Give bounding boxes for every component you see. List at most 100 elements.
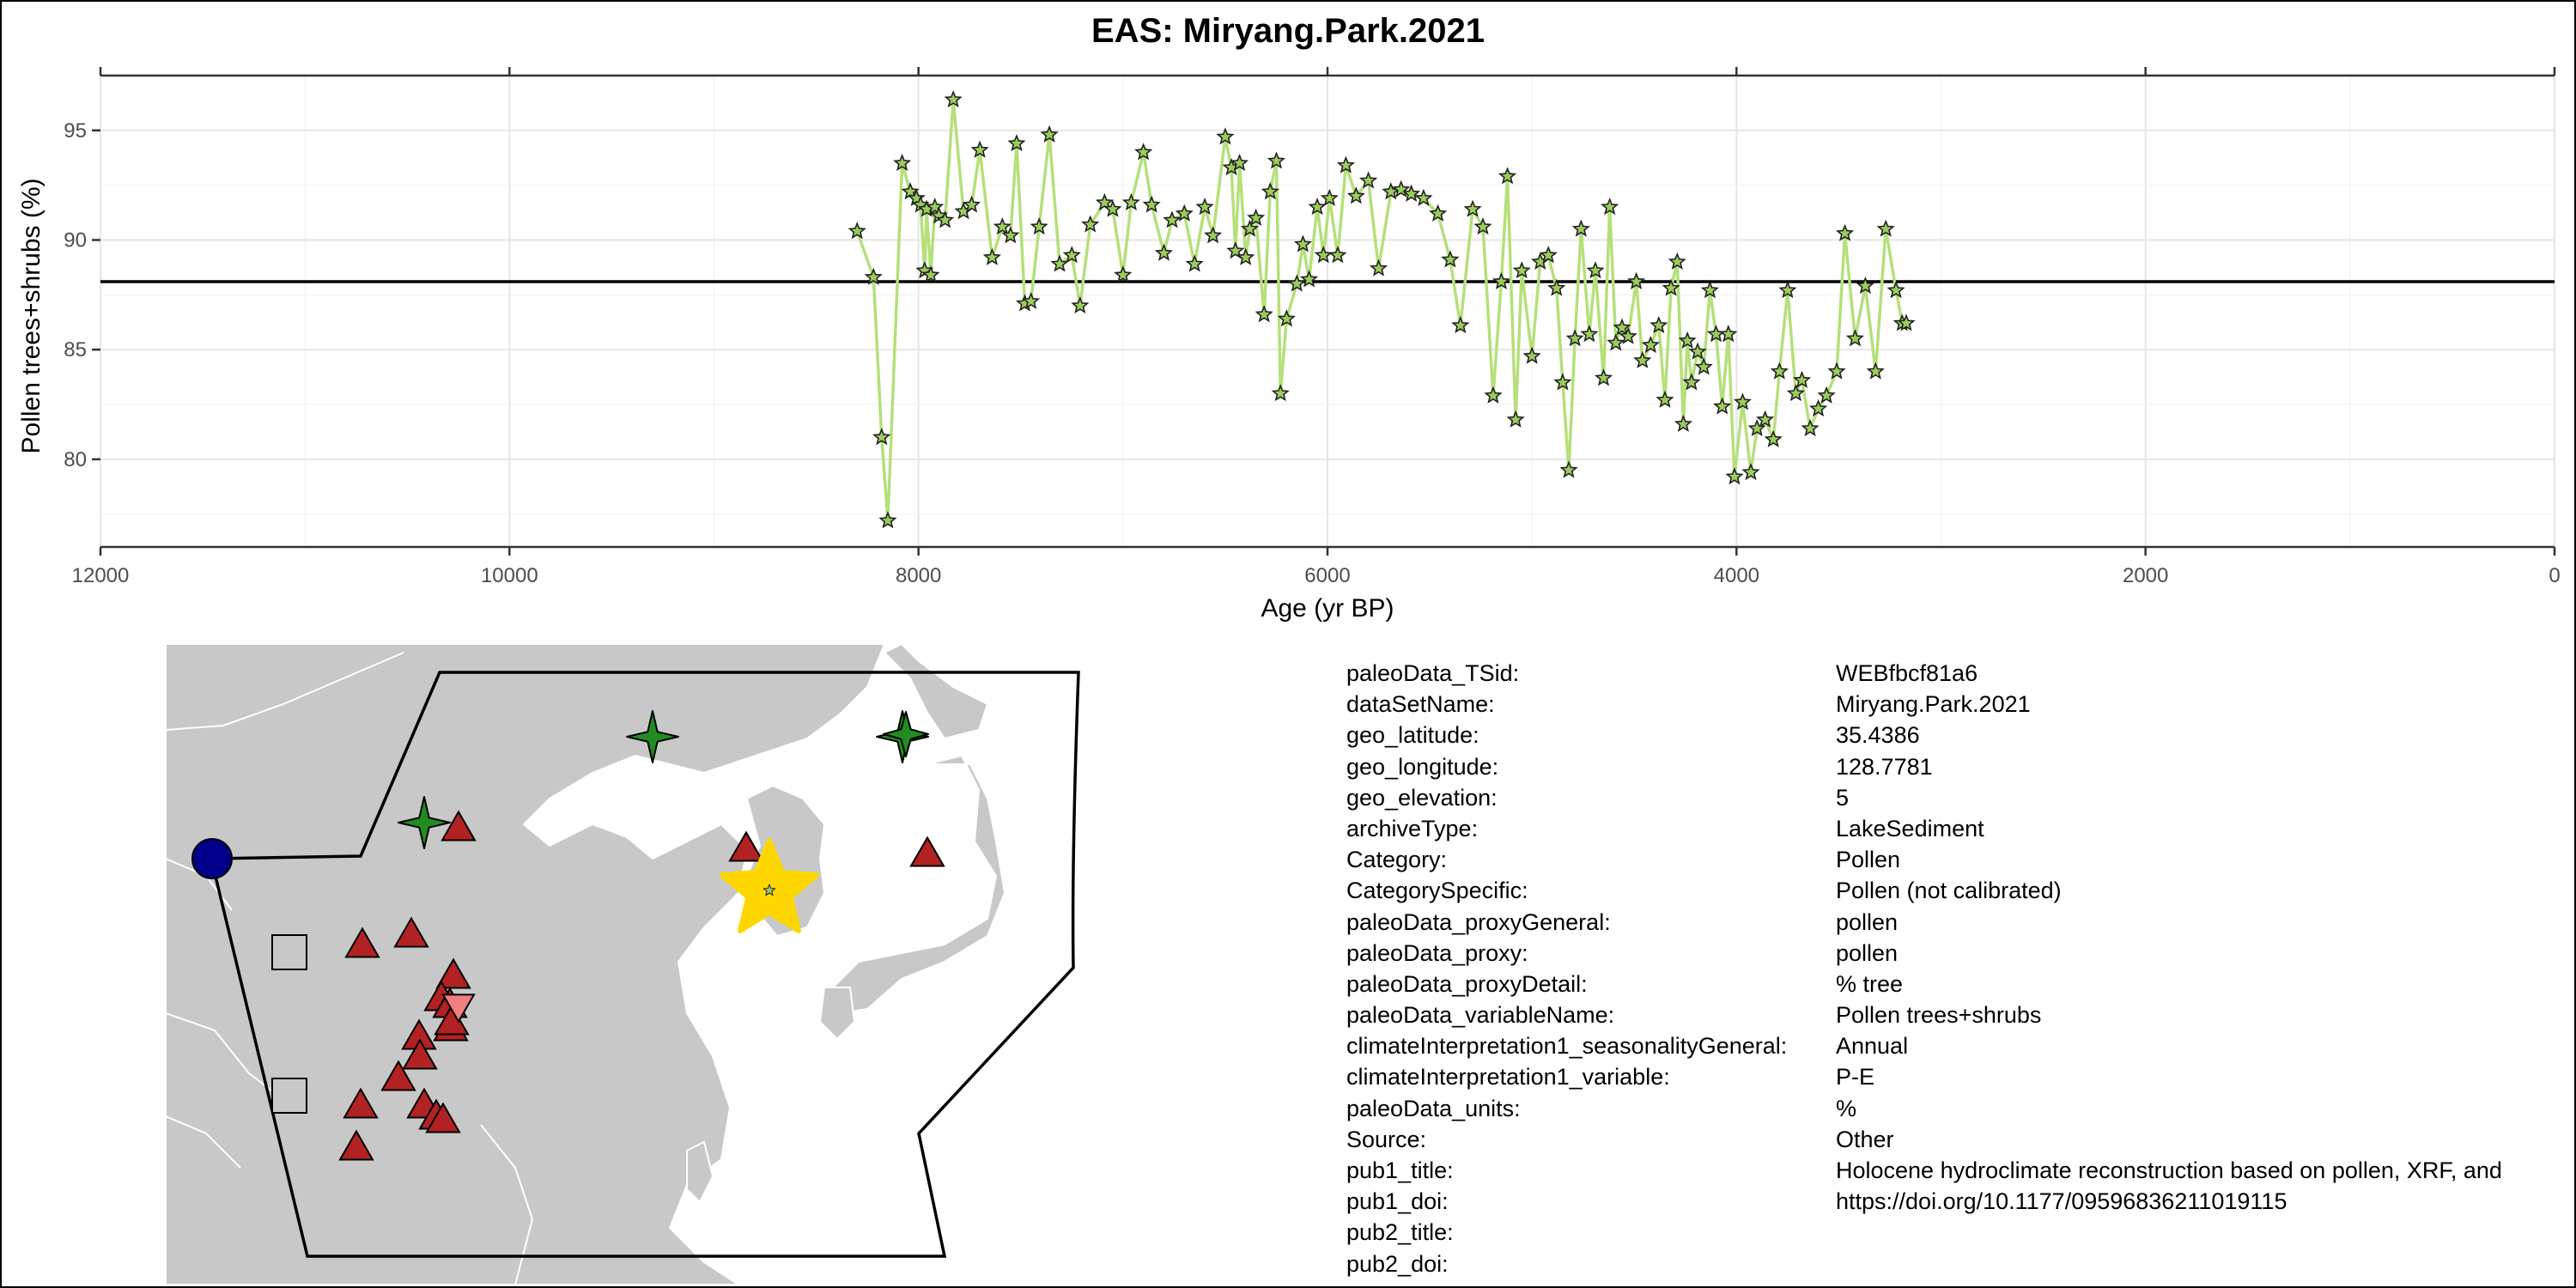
- metadata-key: paleoData_proxyDetail:: [1346, 970, 1588, 997]
- data-point: [1876, 219, 1895, 237]
- metadata-value: Annual: [1836, 1033, 1909, 1060]
- data-point: [1553, 373, 1572, 391]
- time-series-chart: 12000 10000 8000 6000 4000 2000 0 80 85 90 95 Age …: [17, 67, 2561, 623]
- site-marker-circle: [191, 838, 233, 879]
- data-point: [1662, 278, 1680, 296]
- data-point: [1595, 368, 1613, 386]
- metadata-value: Pollen (not calibrated): [1836, 878, 2062, 904]
- data-point: [1022, 291, 1041, 310]
- data-point: [1114, 265, 1133, 283]
- data-point: [1287, 274, 1306, 292]
- data-point: [993, 217, 1012, 235]
- x-axis-title: Age (yr BP): [1261, 594, 1394, 623]
- data-point: [1793, 370, 1812, 388]
- site-marker-triangle: [440, 810, 477, 841]
- data-point: [1845, 329, 1864, 347]
- data-point: [1607, 333, 1625, 351]
- site-marker-triangle: [425, 1102, 461, 1133]
- land-kyushu: [818, 987, 856, 1041]
- data-point: [921, 265, 940, 283]
- data-point: [1226, 241, 1245, 259]
- metadata-value: Other: [1836, 1126, 1894, 1152]
- data-point: [1856, 276, 1874, 295]
- data-point: [872, 428, 891, 446]
- data-point: [1336, 155, 1356, 173]
- site-marker-triangle: [393, 916, 429, 948]
- y-tick-label: 80: [64, 448, 87, 471]
- metadata-value: %: [1836, 1095, 1857, 1121]
- data-point: [1236, 247, 1255, 265]
- data-point: [1565, 329, 1584, 347]
- data-point: [1522, 346, 1541, 364]
- data-point: [1293, 234, 1313, 252]
- x-tick-label: 2000: [2123, 564, 2168, 587]
- site-marker-star4: [626, 710, 679, 763]
- data-point: [878, 511, 897, 529]
- metadata-key: paleoData_units:: [1346, 1095, 1521, 1121]
- data-point: [1682, 373, 1701, 391]
- data-point: [1414, 188, 1433, 207]
- x-tick-label: 10000: [481, 564, 538, 587]
- data-point: [1320, 188, 1339, 207]
- metadata-key: pub2_title:: [1346, 1219, 1454, 1246]
- metadata-row: pub1_title: Holocene hydroclimate reconst…: [1346, 1155, 2502, 1186]
- data-point: [1216, 127, 1235, 145]
- data-point: [1255, 305, 1273, 323]
- map-area: [166, 644, 1116, 1285]
- site-marker-triangle: [343, 1087, 379, 1119]
- metadata-row: paleoData_proxy: pollen: [1346, 938, 2502, 969]
- x-tick-label: 6000: [1304, 564, 1350, 587]
- metadata-key: climateInterpretation1_variable:: [1346, 1064, 1670, 1091]
- data-point: [1134, 143, 1153, 161]
- metadata-row: climateInterpretation1_seasonalityGenera…: [1346, 1030, 2502, 1061]
- data-point: [1764, 429, 1783, 447]
- metadata-value: https://doi.org/10.1177/0959683621101911…: [1836, 1188, 2287, 1215]
- y-tick-label: 95: [64, 119, 87, 143]
- data-point: [1741, 463, 1760, 481]
- metadata-key: geo_latitude:: [1346, 722, 1479, 749]
- data-point: [1580, 325, 1599, 343]
- data-point: [1700, 281, 1719, 299]
- data-point: [1756, 410, 1775, 428]
- metadata-row: geo_elevation: 5: [1346, 782, 2502, 813]
- metadata-row: climateInterpretation1_variable: P-E: [1346, 1061, 2502, 1092]
- data-point: [1277, 309, 1296, 327]
- data-point: [1827, 361, 1846, 380]
- metadata-key: Source:: [1346, 1126, 1427, 1152]
- data-point: [1725, 467, 1744, 485]
- metadata-value: pollen: [1836, 939, 1899, 966]
- data-point: [1463, 199, 1482, 217]
- data-point: [1633, 350, 1652, 368]
- y-tick-label: 90: [64, 229, 87, 252]
- data-point: [1649, 315, 1668, 334]
- data-point: [1230, 153, 1249, 172]
- metadata-value: Holocene hydroclimate reconstruction bas…: [1836, 1157, 2502, 1183]
- metadata-key: pub2_doi:: [1346, 1250, 1449, 1277]
- data-point: [1733, 392, 1752, 410]
- data-point: [944, 89, 963, 108]
- metadata-value: LakeSediment: [1836, 815, 1984, 841]
- data-point: [1808, 399, 1828, 417]
- data-point: [1484, 386, 1503, 404]
- metadata-value: Miryang.Park.2021: [1836, 691, 2031, 718]
- land-hokkaido: [883, 644, 989, 740]
- data-point: [1267, 151, 1285, 169]
- metadata-key: climateInterpretation1_seasonalityGenera…: [1346, 1033, 1788, 1060]
- data-point: [1062, 246, 1081, 264]
- data-point: [1601, 197, 1619, 216]
- metadata-value: 35.4386: [1836, 722, 1920, 749]
- data-point: [1328, 246, 1347, 264]
- data-point: [1498, 167, 1517, 185]
- metadata-key: paleoData_variableName:: [1346, 1002, 1615, 1029]
- metadata-row: pub1_doi: https://doi.org/10.1177/0959683…: [1346, 1186, 2502, 1217]
- axis-layer: 12000 10000 8000 6000 4000 2000 0 80 85 90 95: [64, 67, 2561, 587]
- data-point: [1786, 384, 1806, 402]
- site-marker-triangle: [728, 830, 764, 862]
- data-point: [1656, 390, 1674, 408]
- metadata-key: geo_longitude:: [1346, 753, 1499, 780]
- data-point: [1627, 271, 1646, 290]
- data-point: [893, 153, 912, 172]
- data-point: [1613, 318, 1631, 336]
- data-point: [1081, 215, 1100, 233]
